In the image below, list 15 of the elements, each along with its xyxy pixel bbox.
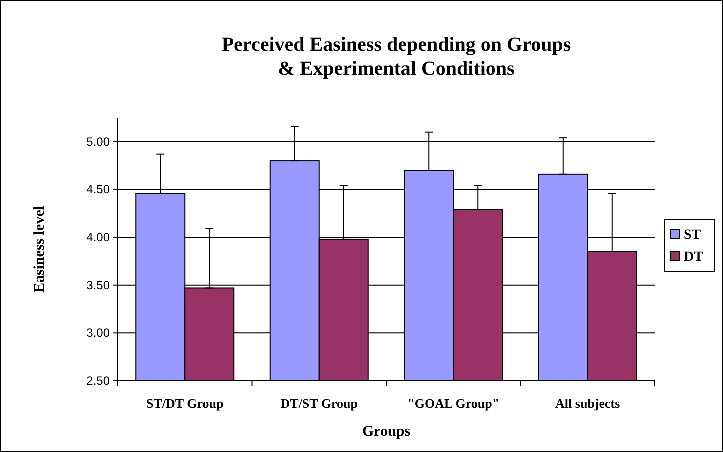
chart-title: Perceived Easiness depending on Groups & Experimental Conditions — [222, 34, 572, 80]
x-tick-label: DT/ST Group — [280, 396, 358, 411]
legend-label: DT — [684, 250, 704, 265]
x-tick-label: All subjects — [556, 396, 620, 411]
y-tick-label: 5.00 — [86, 134, 110, 149]
x-axis-title: Groups — [362, 424, 411, 440]
x-tick-label: "GOAL Group" — [408, 396, 500, 411]
y-tick-label: 3.50 — [86, 278, 110, 292]
y-tick-label: 3.00 — [86, 326, 110, 340]
legend-label: ST — [684, 228, 702, 243]
y-tick-label: 2.50 — [86, 374, 110, 388]
y-tick-label: 4.00 — [86, 230, 110, 245]
x-tick-label: ST/DT Group — [146, 396, 224, 411]
y-tick-label: 4.50 — [86, 182, 110, 197]
y-axis-title: Easiness level — [32, 206, 48, 294]
